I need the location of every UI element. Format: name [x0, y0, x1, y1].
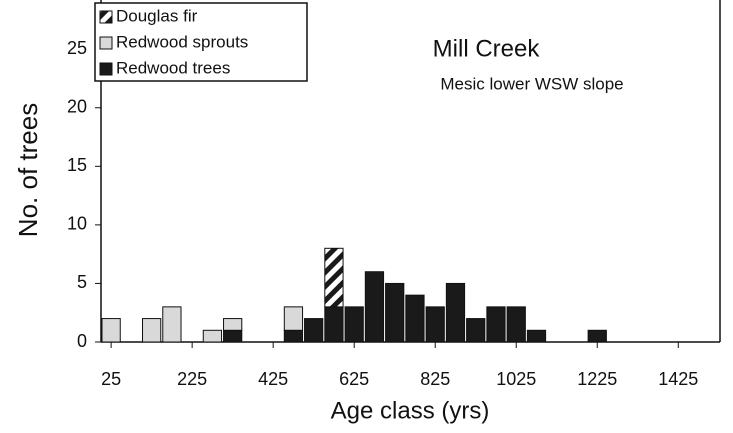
x-tick-label: 825 [420, 369, 450, 389]
bar [283, 329, 304, 343]
bar [486, 306, 506, 343]
bar [344, 306, 364, 343]
bar [364, 271, 385, 343]
bar [425, 306, 445, 343]
bar [405, 294, 425, 343]
bar [223, 318, 243, 331]
bar [101, 318, 121, 343]
y-tick-label: 15 [67, 155, 87, 175]
bar [142, 318, 162, 343]
y-tick-label: 10 [67, 214, 87, 234]
legend-box [94, 2, 308, 82]
x-tick-label: 1225 [577, 369, 617, 389]
x-tick-label: 1025 [496, 369, 536, 389]
bar [466, 318, 486, 343]
bar [283, 306, 304, 331]
x-tick-label: 1425 [658, 369, 698, 389]
bar [223, 329, 243, 343]
x-axis-label: Age class (yrs) [331, 397, 490, 424]
y-tick-label: 20 [67, 97, 87, 117]
bar [385, 282, 405, 343]
x-tick-label: 225 [177, 369, 207, 389]
y-tick-label: 25 [67, 38, 87, 58]
x-tick-label: 425 [258, 369, 288, 389]
bar [202, 329, 223, 343]
legend-swatch [99, 36, 113, 50]
bar [324, 306, 344, 343]
chart-subtitle: Mesic lower WSW slope [440, 74, 623, 93]
x-tick-label: 25 [101, 369, 121, 389]
y-tick-label: 5 [77, 272, 87, 292]
bar [162, 306, 182, 343]
bar [526, 329, 547, 343]
legend-label: Douglas fir [116, 6, 198, 25]
bar [506, 306, 526, 343]
bar [587, 329, 607, 343]
chart-title: Mill Creek [433, 35, 541, 62]
bar [304, 318, 324, 343]
y-tick-label: 0 [77, 331, 87, 351]
bar [324, 247, 344, 308]
x-tick-label: 625 [339, 369, 369, 389]
y-axis-label: No. of trees [13, 103, 43, 237]
bar [445, 282, 466, 343]
legend-label: Redwood sprouts [116, 32, 248, 51]
legend-label: Redwood trees [116, 58, 230, 77]
legend-swatch [99, 10, 113, 24]
legend-swatch [99, 62, 113, 76]
